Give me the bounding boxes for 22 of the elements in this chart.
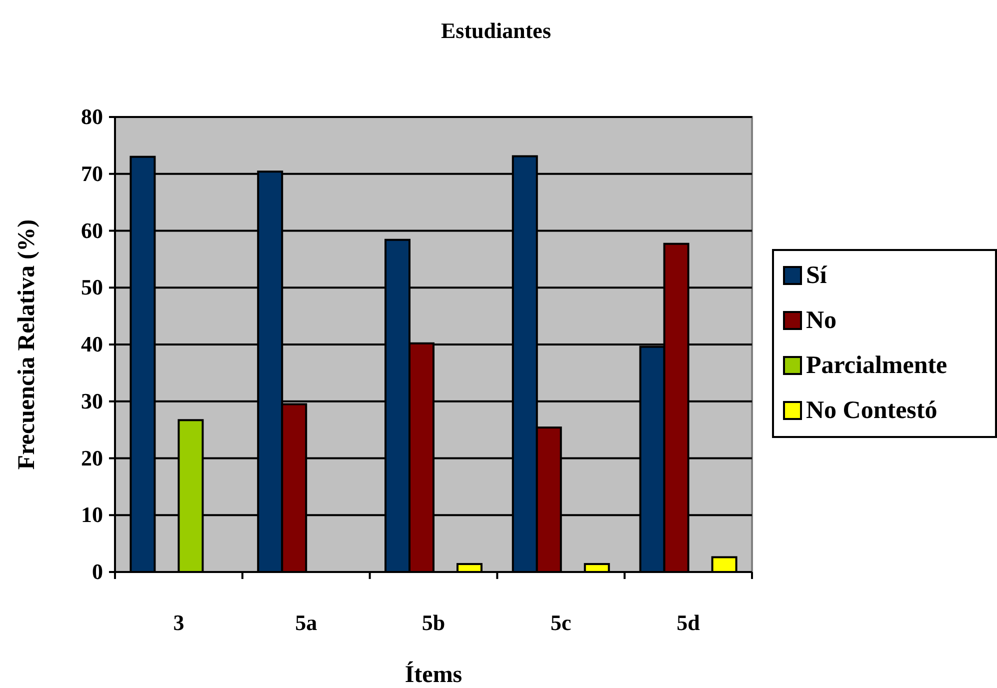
legend-label: Sí	[806, 262, 828, 289]
y-tick-label: 30	[81, 388, 103, 414]
y-tick-label: 60	[81, 218, 103, 243]
x-tick-label: 5c	[550, 610, 572, 635]
x-tick-label: 5b	[422, 610, 446, 635]
x-tick-label: 5a	[295, 610, 318, 635]
chart-title: Estudiantes	[440, 18, 552, 43]
legend-label: No Contestó	[806, 397, 938, 424]
y-tick-label: 40	[81, 332, 103, 357]
y-tick-label: 70	[81, 160, 103, 186]
y-axis-title: Frecuencia Relativa (%)	[14, 219, 40, 470]
x-axis-title: Ítems	[404, 661, 462, 688]
legend-label: Parcialmente	[806, 352, 948, 379]
y-tick-label: 50	[81, 274, 103, 300]
y-tick-label: 0	[92, 559, 103, 584]
y-tick-label: 20	[81, 445, 103, 470]
x-tick-label: 3	[173, 610, 184, 635]
x-tick-label: 5d	[676, 610, 700, 635]
bar	[711, 556, 738, 573]
y-tick-label: 10	[81, 502, 103, 528]
legend-label: No	[806, 307, 837, 334]
y-tick-label: 80	[81, 104, 103, 130]
